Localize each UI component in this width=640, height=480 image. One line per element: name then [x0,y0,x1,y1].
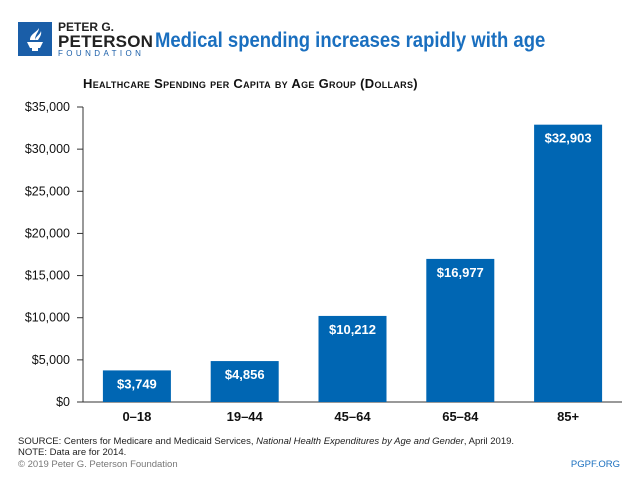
org-line3: FOUNDATION [58,49,145,58]
x-tick-label: 85+ [557,409,579,424]
y-tick-label: $25,000 [25,184,70,198]
y-tick-label: $30,000 [25,142,70,156]
x-tick-label: 65–84 [442,409,479,424]
data-label: $16,977 [437,265,484,280]
data-label: $32,903 [545,131,592,146]
bar [534,124,603,402]
bar [426,258,495,402]
website-link[interactable]: PGPF.ORG [570,459,620,470]
y-tick-label: $15,000 [25,269,70,283]
y-tick-label: $5,000 [32,353,70,367]
foundation-logo-icon [18,22,52,56]
data-label: $3,749 [117,376,157,391]
bar [102,370,171,402]
source-title: National Health Expenditures by Age and … [256,436,464,447]
org-line1: PETER G. [58,20,115,34]
data-label: $4,856 [225,367,265,382]
y-tick-label: $35,000 [25,100,70,114]
x-tick-label: 45–64 [334,409,371,424]
y-tick-label: $20,000 [25,226,70,240]
page-title: Medical spending increases rapidly with … [155,29,546,52]
x-tick-label: 0–18 [122,409,151,424]
source-prefix: SOURCE: Centers for Medicare and Medicai… [18,436,257,447]
data-label: $10,212 [329,322,376,337]
chart-title: Healthcare Spending per Capita by Age Gr… [83,76,418,91]
bar [318,315,387,402]
bar [210,361,279,402]
x-tick-label: 19–44 [227,409,264,424]
y-tick-label: $10,000 [25,311,70,325]
source-suffix: , April 2019. [463,436,515,447]
source-note: SOURCE: Centers for Medicare and Medicai… [18,436,514,447]
data-note: NOTE: Data are for 2014. [18,447,127,458]
org-line2: PETERSON [58,32,154,51]
y-tick-label: $0 [56,395,70,409]
copyright: © 2019 Peter G. Peterson Foundation [18,459,178,470]
organization-name: PETER G. PETERSON FOUNDATION [58,21,153,58]
